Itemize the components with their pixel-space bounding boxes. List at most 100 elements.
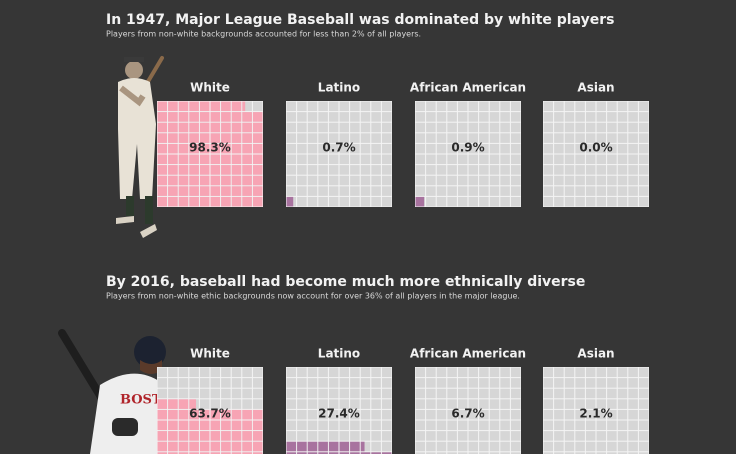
waffle-fill [231,112,242,122]
waffle-cell [381,133,392,143]
waffle-cell [252,367,263,378]
waffle-cell [500,165,510,175]
waffle-cell [328,165,339,175]
waffle-cell [457,367,468,378]
waffle-cell [564,154,575,165]
waffle-cell [371,154,381,165]
waffle-cell [628,452,638,454]
waffle-cell [297,143,307,154]
waffle-cell [318,367,328,378]
waffle-cell [510,441,521,452]
waffle-cell [489,154,500,165]
waffle-fill [157,101,168,112]
waffle-cell [596,186,607,196]
waffle-cell [360,143,371,154]
waffle-cell [468,399,479,409]
waffle-cell [628,101,638,112]
waffle-cell [157,378,168,388]
waffle-cell [381,143,392,154]
waffle-cell [479,420,489,431]
waffle-cell [447,154,457,165]
waffle-cell [479,452,489,454]
waffle-cell [457,441,468,452]
waffle-cell [447,186,457,196]
waffle-cell [436,186,447,196]
waffle-fill [415,196,425,207]
waffle-cell [596,143,607,154]
waffle-fill [199,122,210,133]
waffle-cell [360,112,371,122]
waffle-cell [360,101,371,112]
waffle-cell [297,122,307,133]
waffle-cell [500,154,510,165]
waffle-cell [617,133,628,143]
waffle-cell [447,101,457,112]
waffle-cell [381,112,392,122]
waffle-cell [360,165,371,175]
waffle-fill [231,133,242,143]
waffle-cell [350,101,360,112]
waffle-cell [381,399,392,409]
waffle-cell [415,175,426,186]
waffle-cell [607,133,617,143]
waffle-cell [415,452,426,454]
waffle-cell [500,143,510,154]
waffle-cell [371,165,381,175]
waffle-cell [286,399,297,409]
waffle-cell [350,133,360,143]
waffle-fill [242,452,252,454]
waffle-cell [381,122,392,133]
waffle-cell [307,133,318,143]
waffle-fill [199,154,210,165]
waffle-cell [381,367,392,378]
waffle-cell [468,452,479,454]
waffle-cell [500,452,510,454]
waffle-fill [350,452,360,454]
waffle-cell [157,367,168,378]
waffle-fill [189,409,199,420]
waffle-cell [607,378,617,388]
waffle-cell [468,122,479,133]
value-label: 27.4% [318,407,360,421]
waffle-cell [426,186,436,196]
waffle-cell [500,399,510,409]
waffle-cell [489,143,500,154]
waffle-fill [189,452,199,454]
waffle-fill [252,196,263,207]
waffle-fill [199,101,210,112]
waffle-cell [543,154,554,165]
waffle-cell [457,143,468,154]
category-label: White [190,81,230,95]
waffle-cell [585,441,596,452]
waffle-cell [381,101,392,112]
waffle-cell [252,388,263,399]
waffle-cell [199,378,210,388]
waffle-cell [339,122,350,133]
waffle-cell [339,409,350,420]
waffle-cell [339,196,350,207]
waffle-cell [638,388,649,399]
waffle-cell [297,431,307,441]
value-label: 6.7% [451,407,484,421]
waffle-cell [500,175,510,186]
waffle-cell [457,452,468,454]
waffle-fill [178,133,189,143]
waffle-cell [468,101,479,112]
waffle-cell [318,175,328,186]
waffle-fill [210,133,221,143]
value-label: 0.9% [451,141,484,155]
waffle-fill [157,431,168,441]
waffle-cell [564,175,575,186]
waffle-cell [500,112,510,122]
waffle-cell [360,431,371,441]
waffle-cell [328,431,339,441]
waffle-cell [436,154,447,165]
waffle-cell [607,154,617,165]
waffle-cell [500,101,510,112]
waffle-fill [178,143,189,154]
waffle-cell [575,441,585,452]
waffle-fill [199,431,210,441]
waffle-cell [360,388,371,399]
waffle-cell [479,431,489,441]
waffle-fill [252,122,263,133]
